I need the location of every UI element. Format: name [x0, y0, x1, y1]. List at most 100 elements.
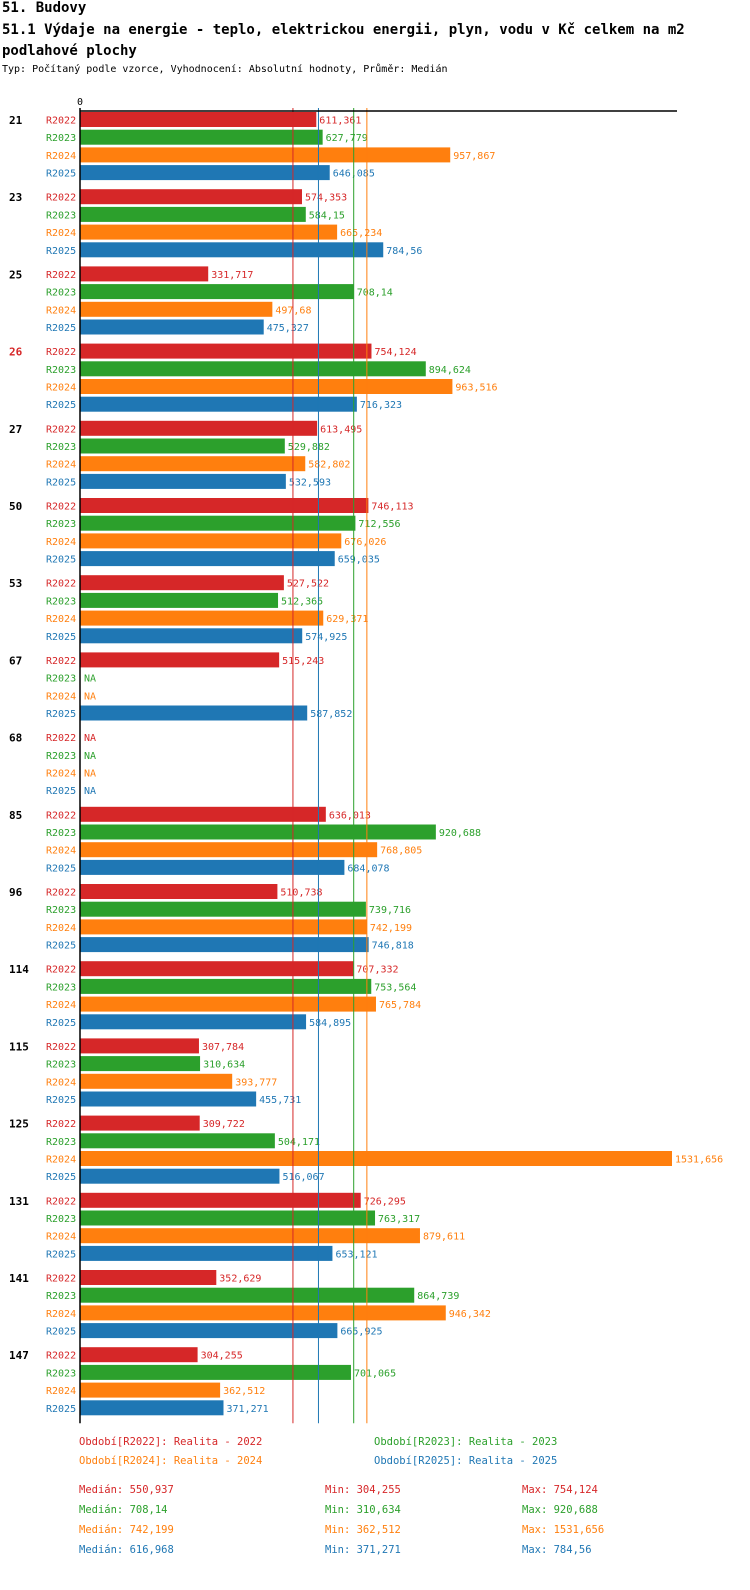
bar — [80, 1056, 201, 1072]
bar — [80, 1347, 198, 1363]
bar — [80, 919, 367, 935]
bar — [80, 1287, 415, 1303]
value-label: NA — [84, 751, 96, 762]
value-label: 307,784 — [202, 1042, 244, 1053]
value-label: 963,516 — [455, 383, 497, 394]
bar — [80, 1133, 275, 1149]
stat-min-r2022: Min: 304,255 — [325, 1484, 401, 1496]
series-label: R2025 — [46, 1327, 76, 1338]
series-label: R2025 — [46, 555, 76, 566]
value-label: 712,556 — [358, 519, 400, 530]
value-label: 684,078 — [347, 863, 389, 874]
value-label: 613,495 — [320, 424, 362, 435]
bar — [80, 1323, 338, 1339]
series-label: R2022 — [46, 1274, 76, 1285]
bar — [80, 1245, 333, 1261]
category-label: 27 — [9, 423, 22, 436]
value-label: 611,361 — [319, 116, 361, 127]
category-label: 114 — [9, 963, 29, 976]
chart-type-line: Typ: Počítaný podle vzorce, Vyhodnocení:… — [2, 64, 448, 75]
series-label: R2024 — [46, 305, 76, 316]
value-label: 726,295 — [364, 1196, 406, 1207]
value-label: 527,522 — [287, 579, 329, 590]
series-label: R2025 — [46, 709, 76, 720]
value-label: 659,035 — [338, 555, 380, 566]
chart-subtitle: 51.1 Výdaje na energie - teplo, elektric… — [2, 22, 685, 59]
series-label: R2025 — [46, 1095, 76, 1106]
value-label: 1531,656 — [675, 1155, 723, 1166]
value-label: 746,113 — [371, 502, 413, 513]
series-label: R2025 — [46, 1404, 76, 1415]
series-label: R2022 — [46, 347, 76, 358]
bar — [80, 456, 306, 472]
bar — [80, 189, 302, 205]
series-label: R2023 — [46, 442, 76, 453]
value-label: 879,611 — [423, 1232, 465, 1243]
stat-max-r2023: Max: 920,688 — [522, 1504, 598, 1516]
value-label: 636,013 — [329, 810, 371, 821]
series-label: R2022 — [46, 502, 76, 513]
series-label: R2023 — [46, 674, 76, 685]
category-label: 147 — [9, 1349, 29, 1362]
series-label: R2022 — [46, 733, 76, 744]
bar — [80, 1115, 200, 1131]
bar — [80, 884, 278, 899]
series-label: R2022 — [46, 1351, 76, 1362]
value-label: 515,243 — [282, 656, 324, 667]
value-label: 701,065 — [354, 1368, 396, 1379]
value-label: NA — [84, 691, 96, 702]
category-label: 23 — [9, 191, 22, 204]
bar — [80, 1228, 420, 1244]
bar — [80, 1270, 217, 1285]
value-label: 768,805 — [380, 846, 422, 857]
value-label: NA — [84, 786, 96, 797]
series-label: R2022 — [46, 888, 76, 899]
value-label: 582,802 — [308, 460, 350, 471]
series-label: R2024 — [46, 151, 76, 162]
series-label: R2024 — [46, 1155, 76, 1166]
series-label: R2024 — [46, 383, 76, 394]
bar — [80, 1210, 376, 1226]
value-label: 393,777 — [235, 1077, 277, 1088]
value-label: 920,688 — [439, 828, 481, 839]
bar — [80, 610, 324, 626]
value-label: 627,779 — [326, 133, 368, 144]
legend-r2023: Období[R2023]: Realita - 2023 — [374, 1436, 558, 1448]
value-label: 894,624 — [429, 365, 471, 376]
value-label: 746,818 — [372, 941, 414, 952]
stat-max-r2025: Max: 784,56 — [522, 1544, 592, 1556]
value-label: 763,317 — [378, 1214, 420, 1225]
bar — [80, 996, 376, 1012]
bar — [80, 652, 280, 668]
series-label: R2024 — [46, 691, 76, 702]
bar-chart: 0 21 R2022 611,361 R2023 627,779 R2024 957,867 R… — [9, 97, 723, 1424]
bar — [80, 1364, 351, 1380]
bar — [80, 112, 317, 127]
series-label: R2025 — [46, 477, 76, 488]
bar — [80, 978, 372, 994]
bar — [80, 242, 384, 258]
bar — [80, 396, 357, 412]
series-label: R2023 — [46, 905, 76, 916]
stat-median-r2025: Medián: 616,968 — [79, 1544, 174, 1556]
bar — [80, 1014, 307, 1030]
value-label: 765,784 — [379, 1000, 421, 1011]
bar — [80, 319, 264, 335]
bar — [80, 1151, 672, 1166]
series-label: R2022 — [46, 270, 76, 281]
bar — [80, 859, 345, 875]
series-label: R2023 — [46, 288, 76, 299]
series-label: R2023 — [46, 1291, 76, 1302]
series-label: R2023 — [46, 1060, 76, 1071]
bar — [80, 361, 426, 377]
series-label: R2025 — [46, 632, 76, 643]
bar — [80, 473, 286, 489]
series-label: R2024 — [46, 846, 76, 857]
bar — [80, 1091, 257, 1107]
value-label: 512,365 — [281, 596, 323, 607]
value-label: 946,342 — [449, 1309, 491, 1320]
legend: Období[R2022]: Realita - 2022 Období[R20… — [0, 1430, 750, 1470]
stat-max-r2022: Max: 754,124 — [522, 1484, 598, 1496]
series-label: R2025 — [46, 323, 76, 334]
series-label: R2025 — [46, 169, 76, 180]
